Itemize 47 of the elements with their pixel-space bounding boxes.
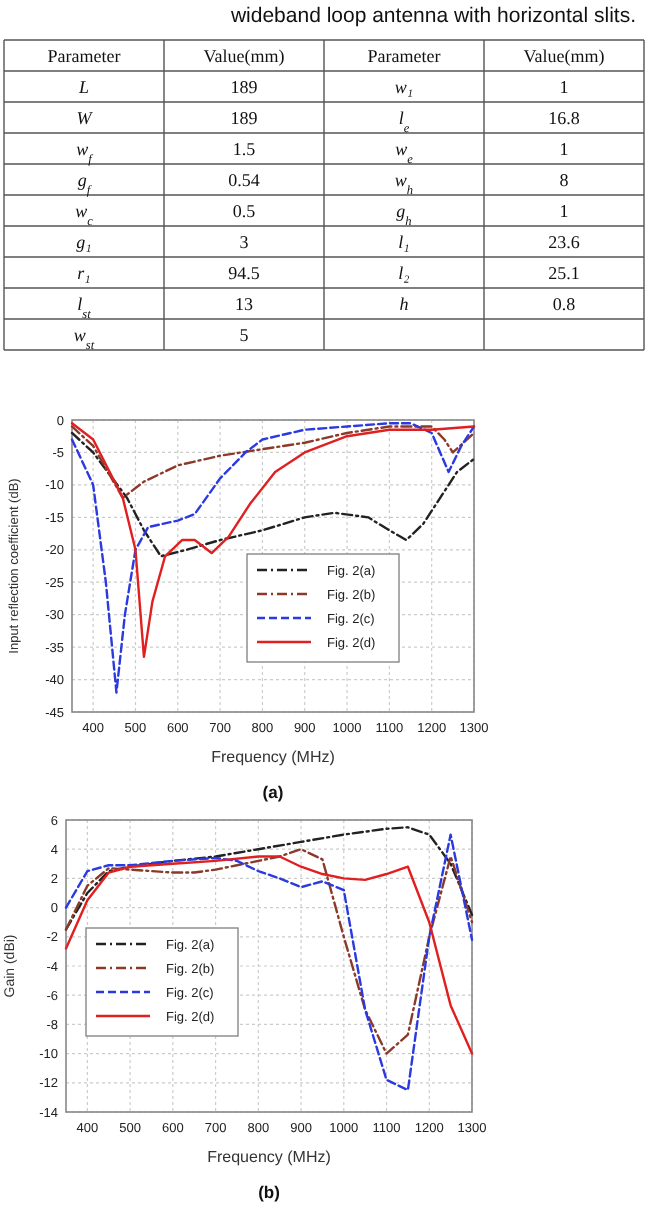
- text: wideband loop antenna with horizontal slits.: [228, 4, 636, 28]
- text: 0.5: [232, 201, 257, 222]
- text: h: [399, 294, 410, 315]
- text: W: [76, 108, 95, 129]
- text: w₁: [394, 77, 414, 98]
- text: w$_{e}$: [395, 139, 414, 167]
- text: Parameter: [367, 46, 441, 67]
- x-axis-title: Frequency (MHz): [211, 748, 336, 766]
- text: g₁: [76, 232, 92, 253]
- text: L: [76, 77, 90, 98]
- text: 94.5: [228, 263, 261, 284]
- text: 1: [559, 201, 569, 222]
- text: 25.1: [548, 263, 580, 284]
- x-axis-title: Frequency (MHz): [207, 1148, 332, 1166]
- line-series: [64, 826, 474, 931]
- text: w$_{h}$: [394, 170, 414, 198]
- text: 23.6: [548, 232, 581, 253]
- text: l$_{e}$: [398, 108, 410, 136]
- text: 189: [230, 108, 259, 129]
- text: 0.8: [552, 294, 577, 315]
- text: l₂: [398, 263, 410, 284]
- text: 13: [235, 294, 254, 315]
- text: 8: [559, 170, 570, 191]
- text: 1: [559, 139, 569, 160]
- text: w$_{f}$: [76, 139, 95, 167]
- text: 189: [230, 77, 259, 98]
- text: 1: [559, 77, 569, 98]
- text: 0.54: [228, 170, 261, 191]
- text: w$_{c}$: [75, 201, 94, 229]
- line-series: [64, 833, 474, 1092]
- text: Value(mm): [523, 46, 605, 67]
- text: Parameter: [47, 46, 121, 67]
- text: (a): [262, 782, 284, 802]
- text: (b): [258, 1182, 281, 1202]
- text: l$_{st}$: [77, 294, 92, 322]
- text: g$_{f}$: [77, 170, 93, 198]
- text: Value(mm): [203, 46, 285, 67]
- text: 1.5: [232, 139, 257, 160]
- line-series: [70, 425, 476, 500]
- text: w$_{st}$: [73, 325, 95, 353]
- text: r₁: [77, 263, 91, 284]
- line-series: [70, 431, 476, 558]
- text: 3: [239, 232, 250, 253]
- text: 16.8: [548, 108, 581, 129]
- text: 5: [239, 325, 250, 346]
- text: l₁: [398, 232, 410, 253]
- text: g$_{h}$: [396, 201, 412, 229]
